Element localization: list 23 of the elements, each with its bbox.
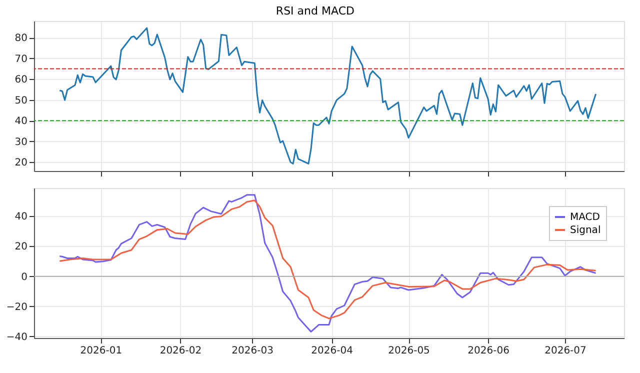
y-tick-label: 40 bbox=[14, 116, 28, 128]
x-tick-label: 2026-05 bbox=[388, 346, 430, 356]
x-tick-label: 2026-06 bbox=[468, 346, 510, 356]
y-tick-label: 40 bbox=[14, 212, 28, 223]
y-tick-label: 20 bbox=[14, 158, 28, 169]
x-tick-label: 2026-07 bbox=[544, 346, 586, 356]
y-tick-label: 0 bbox=[21, 272, 28, 283]
y-tick-label: −40 bbox=[6, 332, 28, 343]
x-tick-label: 2026-01 bbox=[80, 346, 122, 356]
line-series bbox=[58, 27, 597, 164]
y-tick-label: 60 bbox=[14, 74, 28, 86]
y-tick-label: −20 bbox=[6, 302, 28, 313]
x-tick-label: 2026-03 bbox=[232, 346, 274, 356]
y-tick-label: 30 bbox=[14, 136, 28, 148]
legend-label: MACD bbox=[570, 212, 600, 223]
y-tick-label: 80 bbox=[14, 33, 28, 44]
y-tick-label: 20 bbox=[14, 242, 28, 253]
y-tick-label: 70 bbox=[14, 54, 28, 65]
x-tick-label: 2026-02 bbox=[160, 346, 202, 356]
x-tick-label: 2026-04 bbox=[311, 346, 353, 356]
chart-title: RSI and MACD bbox=[276, 4, 354, 18]
legend-label: Signal bbox=[570, 225, 601, 236]
y-tick-label: 50 bbox=[14, 95, 28, 106]
